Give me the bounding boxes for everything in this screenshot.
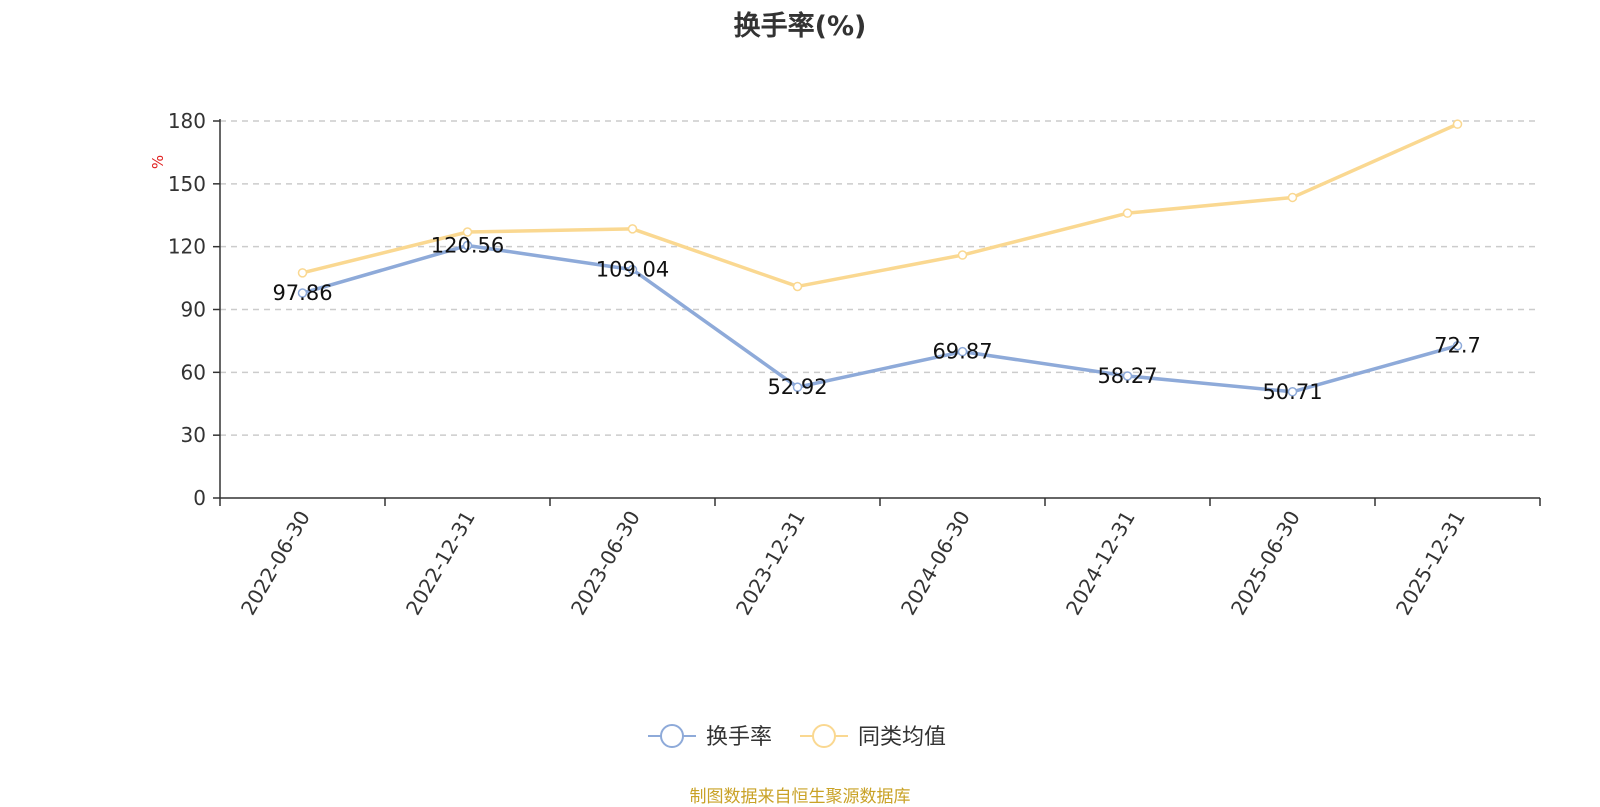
data-label: 72.7 bbox=[1434, 334, 1481, 358]
data-labels: 97.86 120.56 109.04 52.92 69.87 58.27 50.71 72.… bbox=[272, 233, 1480, 403]
data-point bbox=[297, 268, 308, 278]
data-label: 50.71 bbox=[1262, 380, 1322, 404]
data-point bbox=[792, 281, 803, 292]
legend-label: 换手率 bbox=[706, 725, 772, 750]
data-point bbox=[627, 224, 638, 234]
y-tick-label: 150 bbox=[168, 172, 206, 196]
x-tick-label: 2025-12-31 bbox=[1391, 507, 1470, 620]
x-axis-ticks: 2022-06-30 2022-12-31 2023-06-30 2023-12-31… bbox=[219, 498, 1541, 620]
data-point bbox=[792, 382, 803, 392]
y-axis-unit-label: % bbox=[149, 155, 167, 169]
legend-marker bbox=[812, 724, 836, 748]
data-label: 58.27 bbox=[1097, 364, 1157, 388]
data-point bbox=[1122, 208, 1133, 218]
x-tick-label: 2022-06-30 bbox=[236, 507, 315, 620]
y-tick-label: 0 bbox=[193, 486, 206, 510]
y-tick-label: 180 bbox=[168, 109, 206, 133]
y-tick-label: 120 bbox=[168, 235, 206, 259]
series-lines bbox=[297, 119, 1463, 397]
data-label: 120.56 bbox=[431, 233, 504, 257]
data-point bbox=[1452, 119, 1463, 129]
x-tick-label: 2022-12-31 bbox=[401, 507, 480, 620]
y-axis-ticks: 0 30 60 90 120 150 180 bbox=[168, 109, 220, 510]
data-point bbox=[462, 240, 473, 251]
data-point bbox=[297, 288, 308, 298]
data-label: 97.86 bbox=[272, 281, 332, 305]
grid-lines bbox=[220, 120, 1540, 436]
data-point bbox=[1287, 387, 1298, 397]
chart-title: 换手率(%) bbox=[733, 11, 867, 42]
series-line bbox=[302, 122, 1459, 289]
data-point bbox=[462, 227, 473, 237]
data-point bbox=[1452, 340, 1463, 351]
y-tick-label: 30 bbox=[181, 423, 206, 447]
x-tick-label: 2023-06-30 bbox=[566, 507, 645, 620]
data-label: 69.87 bbox=[932, 340, 992, 364]
data-point bbox=[1122, 371, 1133, 381]
legend-marker bbox=[660, 724, 684, 748]
series-line bbox=[302, 243, 1458, 394]
x-tick-label: 2024-06-30 bbox=[896, 507, 975, 620]
data-point bbox=[1287, 192, 1298, 203]
data-point bbox=[957, 250, 968, 260]
source-credit: 制图数据来自恒生聚源数据库 bbox=[689, 787, 911, 807]
x-tick-label: 2025-06-30 bbox=[1226, 507, 1305, 620]
y-tick-label: 90 bbox=[181, 298, 206, 322]
data-label: 109.04 bbox=[596, 258, 669, 282]
y-tick-label: 60 bbox=[181, 360, 206, 384]
data-point bbox=[957, 346, 968, 357]
data-label: 52.92 bbox=[767, 375, 827, 399]
x-tick-label: 2023-12-31 bbox=[731, 507, 810, 620]
legend-label: 同类均值 bbox=[858, 725, 946, 750]
legend: 换手率 同类均值 bbox=[648, 724, 946, 750]
data-point bbox=[627, 264, 638, 275]
x-tick-label: 2024-12-31 bbox=[1061, 507, 1140, 620]
